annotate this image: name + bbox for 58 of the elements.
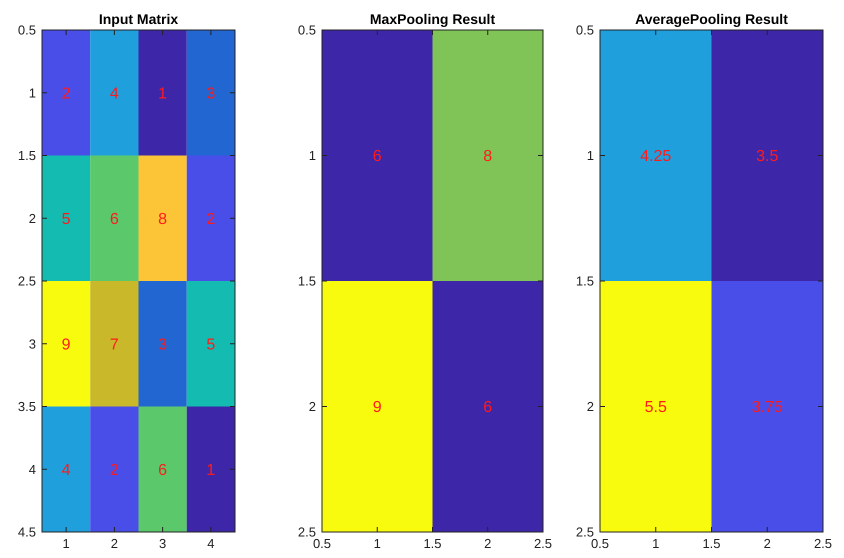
x-tick-label: 1.5 — [702, 536, 721, 551]
data-label: 2 — [110, 462, 119, 479]
data-label: 7 — [110, 336, 119, 354]
y-tick-label: 0.5 — [18, 22, 36, 38]
data-label: 6 — [110, 210, 119, 228]
chart-title: MaxPooling Result — [370, 11, 496, 27]
y-tick-label: 4.5 — [18, 524, 36, 540]
y-tick-label: 0.5 — [298, 22, 316, 38]
y-tick-label: 1 — [28, 85, 36, 100]
data-label: 3.5 — [756, 148, 778, 166]
x-tick-label: 2 — [484, 536, 492, 551]
x-tick-label: 1.5 — [423, 536, 442, 551]
y-tick-label: 2.5 — [18, 274, 36, 289]
y-tick-label: 2.5 — [576, 524, 594, 540]
x-tick-label: 1 — [374, 536, 381, 551]
x-tick-label: 4 — [207, 536, 214, 551]
data-label: 1 — [206, 462, 216, 479]
y-tick-label: 1 — [586, 148, 594, 164]
y-tick-label: 2 — [308, 399, 316, 414]
data-label: 6 — [483, 399, 492, 416]
y-tick-label: 1.5 — [298, 274, 316, 289]
x-tick-label: 3 — [159, 536, 166, 551]
x-tick-label: 1 — [62, 536, 70, 551]
x-tick-label: 2 — [764, 536, 771, 551]
data-label: 4.25 — [640, 148, 672, 166]
chart-title: Input Matrix — [98, 11, 178, 27]
y-tick-label: 2.5 — [298, 524, 316, 540]
data-label: 6 — [372, 148, 382, 166]
data-label: 4 — [110, 85, 119, 102]
data-label: 5 — [62, 210, 71, 228]
x-tick-label: 2 — [110, 536, 118, 551]
data-label: 5.5 — [644, 399, 667, 416]
data-label: 2 — [206, 210, 216, 228]
y-tick-label: 0.5 — [576, 22, 594, 38]
y-tick-label: 2 — [28, 210, 36, 226]
data-label: 3 — [158, 336, 168, 354]
data-label: 9 — [62, 336, 71, 354]
data-label: 8 — [158, 210, 168, 228]
y-tick-label: 3.5 — [18, 399, 36, 414]
y-tick-label: 1.5 — [576, 274, 594, 289]
x-tick-label: 1 — [652, 536, 660, 551]
x-tick-label: 2.5 — [534, 536, 552, 551]
data-label: 5 — [206, 336, 216, 354]
data-label: 2 — [62, 85, 71, 102]
data-label: 6 — [158, 462, 168, 479]
y-tick-label: 1 — [308, 148, 316, 164]
x-tick-label: 2.5 — [814, 536, 832, 551]
y-tick-label: 3 — [28, 336, 36, 352]
y-tick-label: 2 — [586, 399, 594, 414]
y-tick-label: 1.5 — [18, 148, 36, 164]
data-label: 1 — [158, 85, 168, 102]
data-label: 3.75 — [752, 399, 783, 416]
data-label: 9 — [372, 399, 382, 416]
data-label: 3 — [206, 85, 216, 102]
data-label: 8 — [483, 148, 492, 166]
y-tick-label: 4 — [28, 462, 36, 477]
data-label: 4 — [62, 462, 71, 479]
chart-title: AveragePooling Result — [635, 11, 788, 27]
